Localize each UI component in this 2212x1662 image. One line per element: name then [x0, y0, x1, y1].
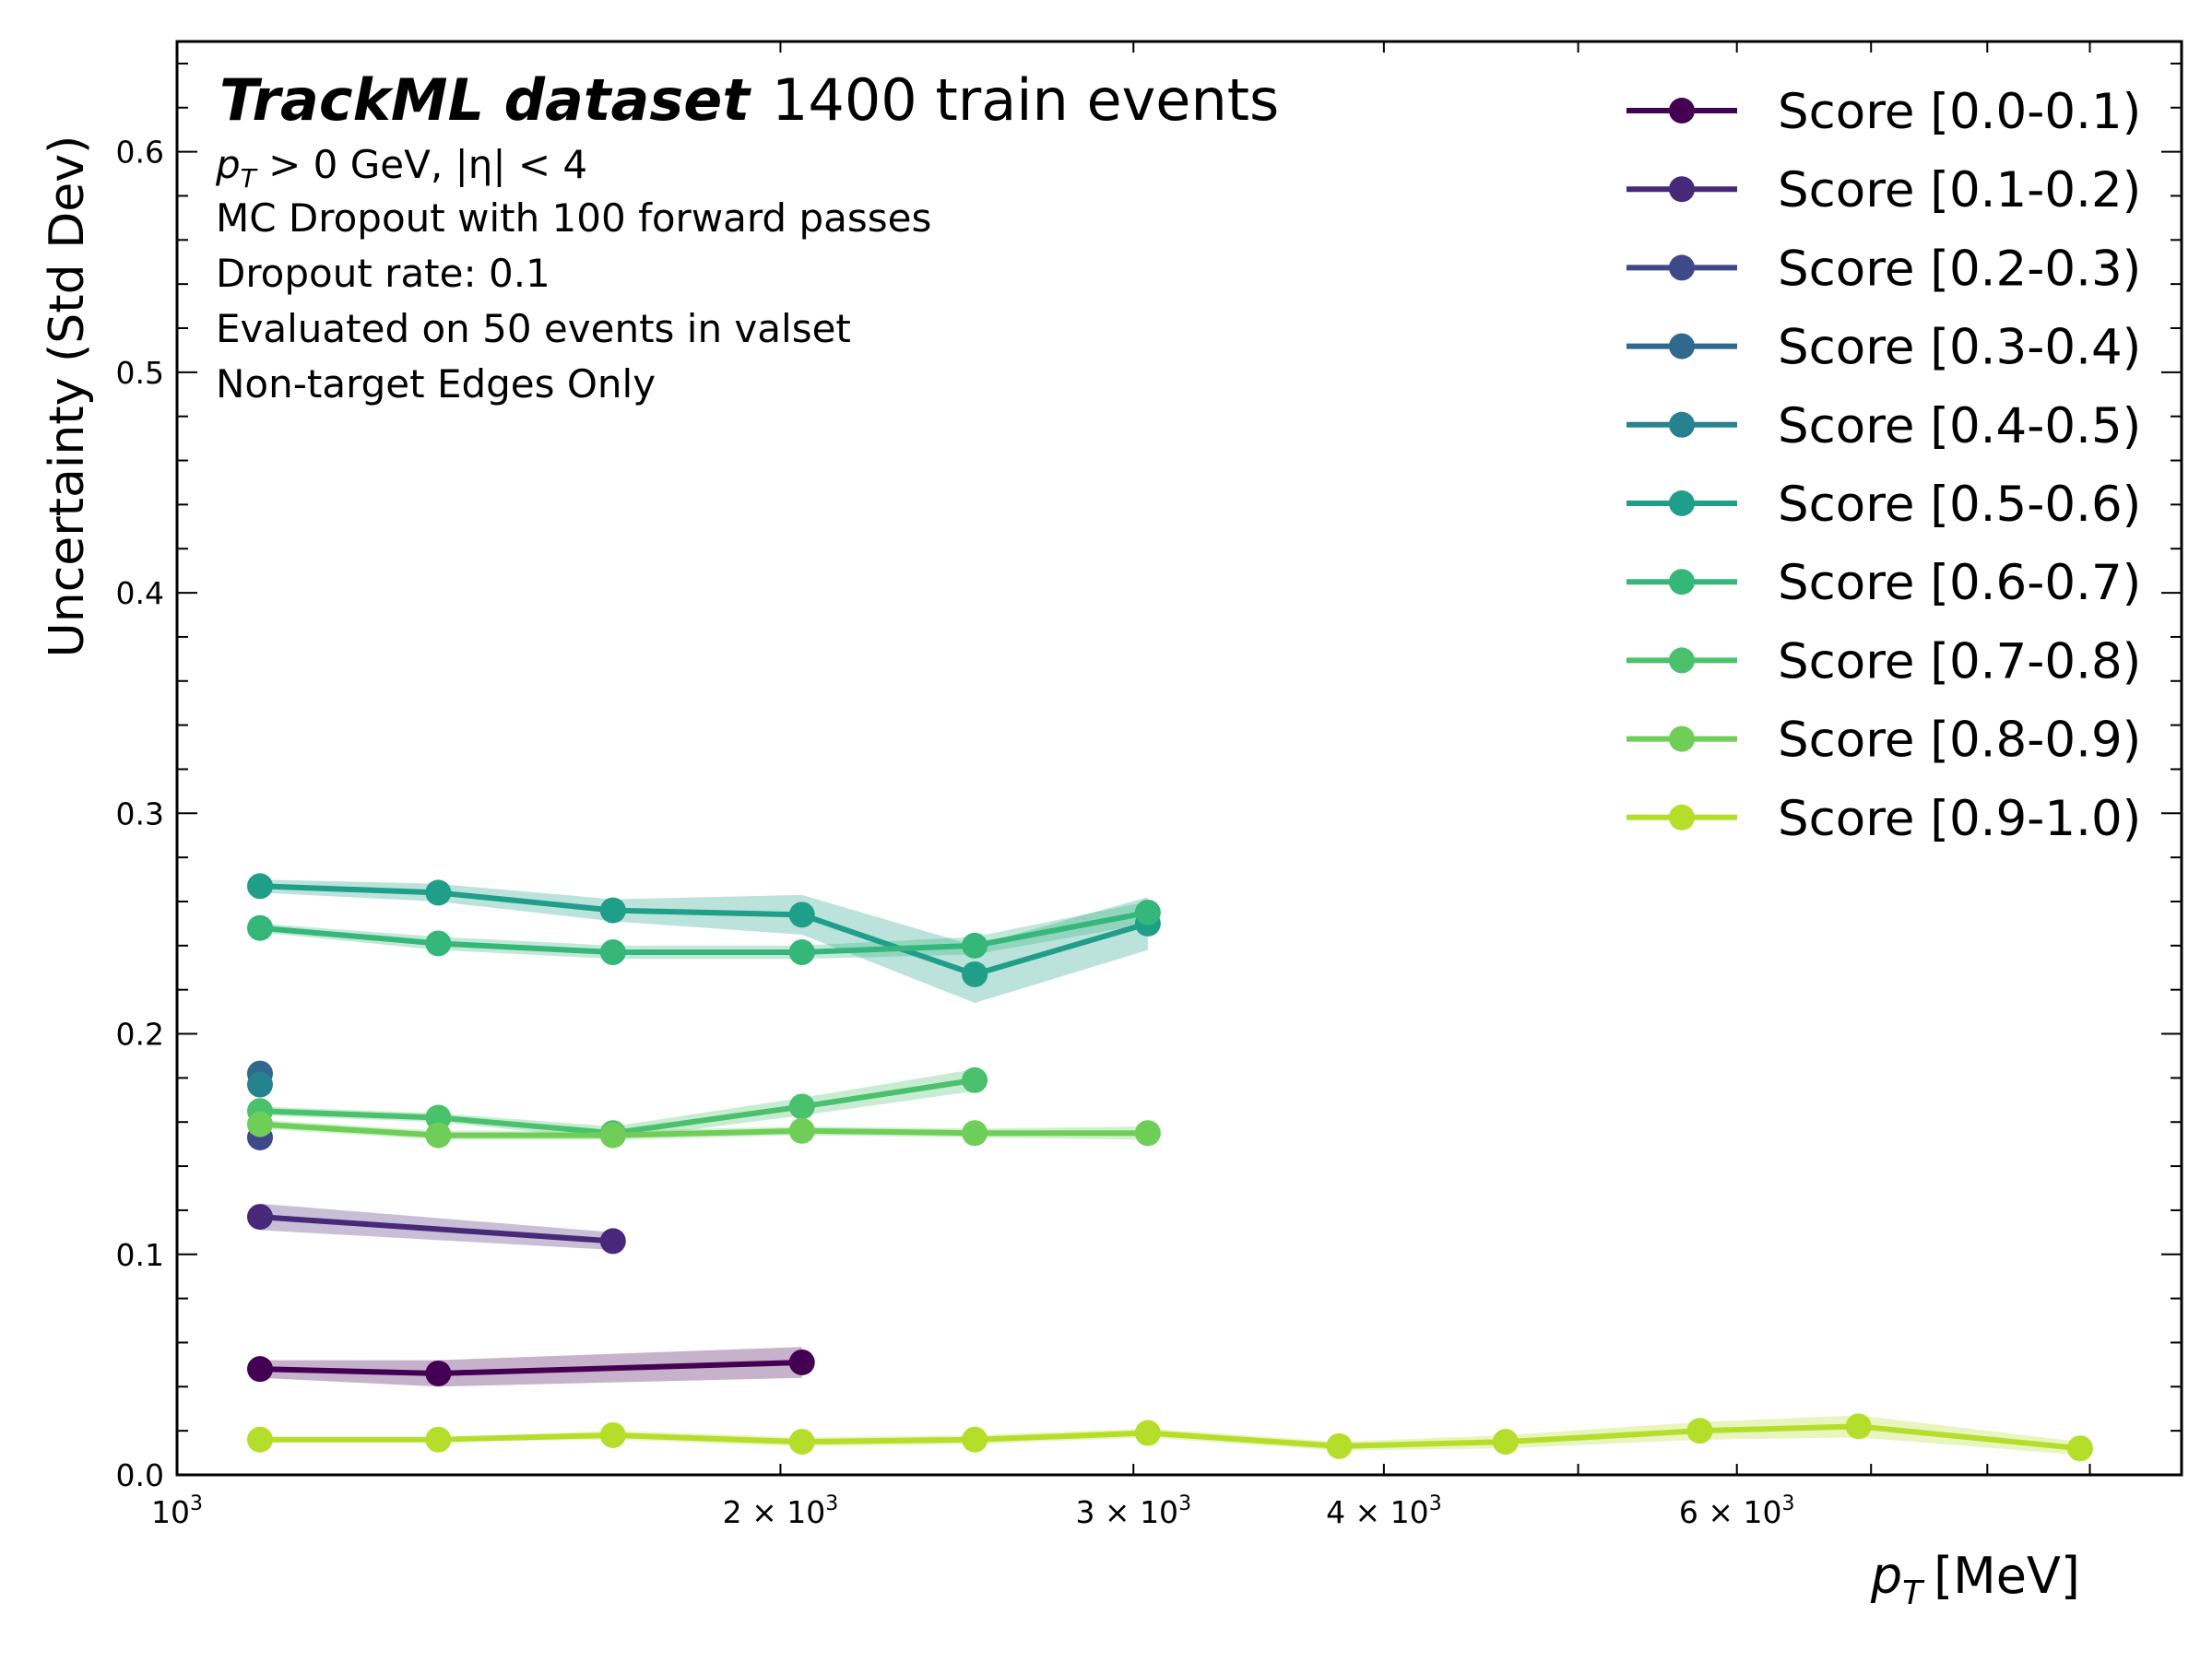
x-axis-label-unit: [MeV]	[1934, 1547, 2080, 1605]
series-0-band	[259, 1347, 802, 1387]
y-axis-label: Uncertainty (Std Dev)	[40, 136, 95, 658]
annotation-line: MC Dropout with 100 forward passes	[216, 195, 931, 241]
annotation-block: TrackML dataset 1400 train events pT > 0 …	[215, 66, 1279, 407]
data-point	[788, 1117, 815, 1144]
data-point	[962, 961, 988, 987]
data-point	[425, 930, 452, 957]
legend-marker	[1669, 333, 1695, 360]
data-point	[246, 1204, 273, 1231]
data-point	[425, 1122, 452, 1149]
plot-frame	[175, 40, 2183, 1477]
x-tick-label: 103	[151, 1492, 203, 1530]
data-point	[788, 1349, 815, 1375]
annotation-line: Non-target Edges Only	[216, 361, 656, 407]
x-tick-label: 2 × 103	[723, 1492, 839, 1530]
series-6-line	[259, 910, 1149, 956]
x-tick-label: 3 × 103	[1075, 1492, 1191, 1530]
data-point	[962, 1426, 988, 1453]
series-points	[246, 873, 2093, 1462]
legend-label: Score [0.5-0.6)	[1778, 477, 2141, 533]
legend-label: Score [0.7-0.8)	[1778, 633, 2141, 690]
legend-marker	[1669, 98, 1695, 124]
data-point	[1492, 1429, 1519, 1456]
data-point	[425, 1360, 452, 1386]
x-axis-label-subscript: T	[1902, 1574, 1925, 1612]
legend-marker	[1669, 176, 1695, 203]
legend-marker	[1669, 569, 1695, 595]
legend-marker	[1669, 725, 1695, 752]
annotation-pt-symbol: p	[215, 142, 241, 187]
legend-label: Score [0.9-1.0)	[1778, 791, 2141, 847]
legend-label: Score [0.8-0.9)	[1778, 713, 2141, 769]
x-axis-label-p: p	[1870, 1547, 1902, 1605]
series-5-band	[259, 879, 1148, 1004]
annotation-line: Evaluated on 50 events in valset	[216, 306, 851, 351]
annotation-pt-rest: > 0 GeV, |η| < 4	[256, 142, 587, 187]
data-point	[246, 914, 273, 941]
annotation-pt-subscript: T	[241, 163, 258, 194]
x-tick-label: 4 × 103	[1326, 1492, 1442, 1530]
data-point	[599, 939, 626, 966]
annotation-title-bold: TrackML dataset	[219, 66, 751, 134]
legend-label: Score [0.4-0.5)	[1778, 398, 2141, 454]
data-point	[246, 1356, 273, 1383]
legend-label: Score [0.2-0.3)	[1778, 241, 2141, 297]
y-tick-label: 0.5	[116, 355, 164, 391]
legend-marker	[1669, 647, 1695, 674]
x-tick-label: 6 × 103	[1679, 1492, 1795, 1530]
data-point	[2066, 1435, 2093, 1462]
data-point	[962, 1067, 988, 1093]
data-point	[1134, 1420, 1161, 1446]
data-point	[1686, 1418, 1713, 1444]
legend-marker	[1669, 254, 1695, 281]
legend: Score [0.0-0.1) Score [0.1-0.2) Score [0.2…	[1626, 84, 2141, 847]
x-axis-label: pT [MeV]	[1870, 1547, 2080, 1612]
data-point	[788, 902, 815, 928]
data-point	[962, 1120, 988, 1147]
data-point	[246, 1111, 273, 1137]
data-point	[246, 1426, 273, 1453]
data-point	[599, 897, 626, 924]
y-tick-label: 0.0	[116, 1457, 164, 1493]
legend-label: Score [0.1-0.2)	[1778, 162, 2141, 218]
y-tick-label: 0.1	[116, 1237, 164, 1273]
annotation-line-cuts: pT > 0 GeV, |η| < 4	[215, 142, 587, 194]
legend-marker	[1669, 490, 1695, 516]
series-8-line	[259, 1121, 1148, 1138]
data-point	[1134, 899, 1161, 925]
series-5-line	[259, 883, 1149, 977]
data-point	[599, 1421, 626, 1448]
y-tick-label: 0.2	[116, 1017, 164, 1053]
data-point	[425, 1104, 452, 1131]
annotation-line: Dropout rate: 0.1	[216, 251, 550, 296]
data-point	[788, 1093, 815, 1120]
axis-ticks: 0.0 0.1 0.2 0.3 0.4 0.5 0.6 103 2 × 103 3 × 103 4 …	[116, 41, 2182, 1530]
data-point	[425, 1426, 452, 1453]
y-tick-label: 0.6	[116, 135, 164, 171]
legend-marker	[1669, 804, 1695, 831]
data-point	[1845, 1413, 1872, 1440]
data-point	[246, 1071, 273, 1098]
legend-label: Score [0.0-0.1)	[1778, 84, 2141, 140]
legend-label: Score [0.3-0.4)	[1778, 320, 2141, 376]
data-point	[425, 879, 452, 906]
data-point	[962, 932, 988, 959]
series-1-line	[259, 1214, 614, 1244]
annotation-title-rest: 1400 train events	[772, 66, 1279, 134]
data-point	[1326, 1432, 1353, 1459]
data-point	[599, 1122, 626, 1149]
y-tick-label: 0.4	[116, 575, 164, 611]
data-point	[246, 873, 273, 900]
legend-marker	[1669, 411, 1695, 438]
legend-label: Score [0.6-0.7)	[1778, 555, 2141, 611]
data-point	[788, 939, 815, 966]
annotation-title: TrackML dataset 1400 train events	[219, 66, 1279, 134]
data-point	[788, 1429, 815, 1456]
data-point	[599, 1228, 626, 1255]
data-point	[1134, 1120, 1161, 1147]
y-tick-label: 0.3	[116, 796, 164, 831]
